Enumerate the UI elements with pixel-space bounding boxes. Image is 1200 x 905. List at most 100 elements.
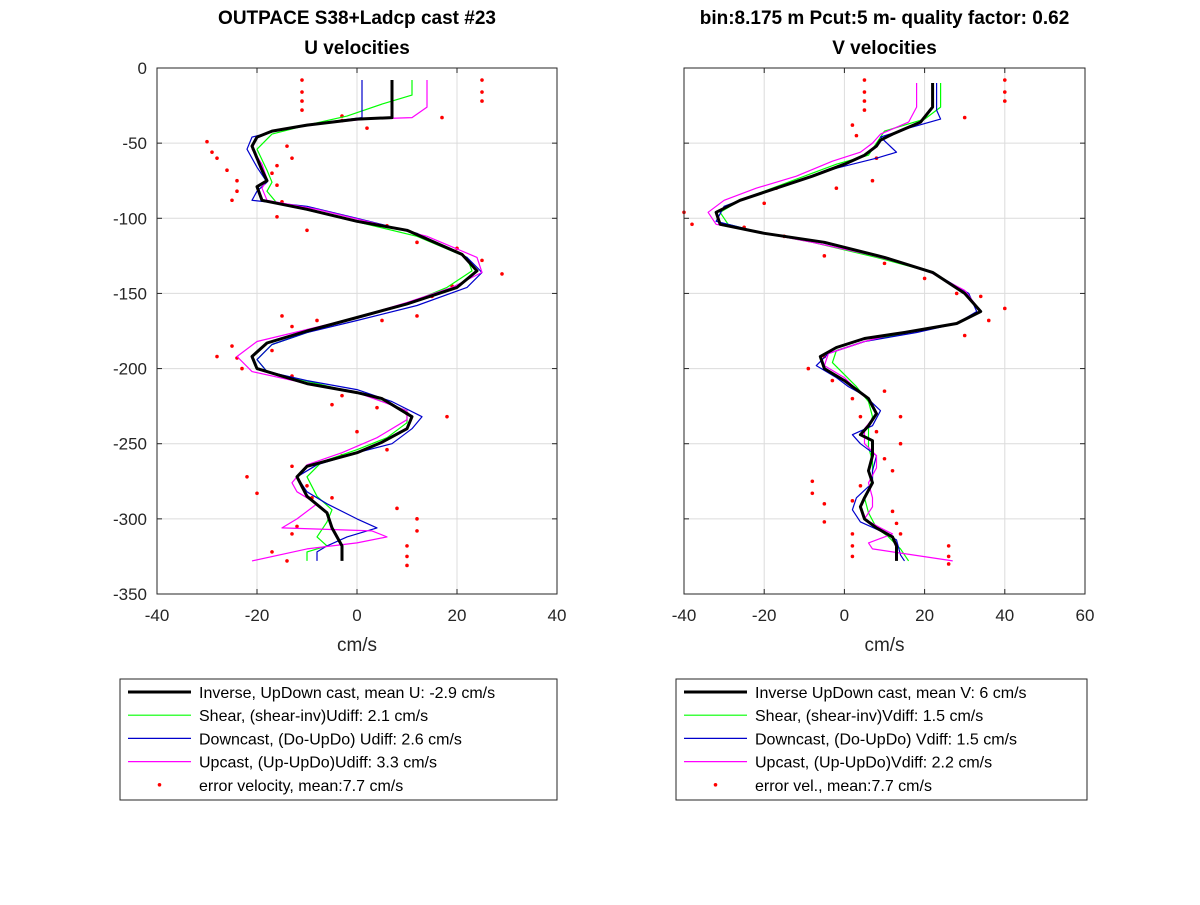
x-tick-label: -20 [245, 606, 270, 625]
error-velocity-point [762, 201, 766, 206]
error-velocity-point [1003, 99, 1007, 103]
error-velocity-point [690, 222, 694, 227]
chart-subtitle: V velocities [832, 38, 937, 59]
error-velocity-point [922, 276, 927, 281]
series-line-3 [707, 83, 982, 562]
error-velocity-point [245, 474, 249, 479]
v-velocity-legend: Inverse UpDown cast, mean V: 6 cm/s Shear… [675, 678, 1088, 801]
error-velocity-point [946, 544, 951, 548]
error-velocity-point [290, 156, 294, 160]
error-velocity-point [300, 78, 304, 82]
error-velocity-point [862, 78, 867, 82]
legend-marker-error-velocity [157, 783, 162, 787]
legend-label: Inverse, UpDown cast, mean U: -2.9 cm/s [199, 685, 495, 702]
x-axis-label: cm/s [864, 635, 904, 656]
error-velocity-point [305, 483, 309, 488]
error-velocity-point [415, 529, 419, 533]
x-tick-label: 20 [448, 606, 467, 625]
error-velocity-point [280, 314, 284, 318]
x-tick-label: 0 [352, 606, 361, 625]
y-tick-label: -250 [113, 435, 147, 454]
error-velocity-point [858, 414, 863, 419]
error-velocity-point [270, 348, 274, 353]
error-velocity-point [862, 108, 867, 112]
v-velocity-panel: bin:8.175 m Pcut:5 m- quality factor: 0.… [672, 8, 1095, 656]
x-tick-label: 20 [915, 606, 934, 625]
error-velocity-point [874, 429, 879, 434]
x-axis-label: cm/s [337, 635, 377, 656]
error-velocity-point [822, 254, 827, 258]
error-velocity-point [300, 108, 304, 112]
error-velocity-point [986, 318, 991, 323]
error-velocity-point [315, 318, 319, 323]
error-velocity-point [862, 99, 867, 103]
error-velocity-point [330, 402, 334, 407]
x-tick-label: 40 [548, 606, 567, 625]
error-velocity-point [810, 479, 815, 484]
error-velocity-point [285, 559, 289, 563]
y-tick-label: -50 [122, 134, 147, 153]
error-velocity-point [385, 447, 389, 452]
error-velocity-point [290, 532, 294, 536]
error-velocity-point [365, 126, 369, 130]
error-velocity-point [290, 464, 294, 469]
error-velocity-point [270, 550, 274, 554]
error-velocity-point [295, 524, 299, 529]
error-velocity-point [500, 272, 504, 276]
error-velocity-point [898, 532, 903, 536]
error-velocity-point [858, 483, 863, 488]
error-velocity-point [405, 554, 409, 559]
x-tick-label: -40 [145, 606, 170, 625]
x-tick-label: -20 [752, 606, 777, 625]
axes-box [683, 67, 1086, 595]
error-velocity-point [954, 291, 959, 296]
y-tick-label: -300 [113, 510, 147, 529]
error-velocity-point [210, 150, 214, 154]
error-velocity-point [480, 258, 484, 263]
legend-label: Downcast, (Do-UpDo) Vdiff: 1.5 cm/s [755, 731, 1017, 748]
error-velocity-point [275, 163, 279, 168]
error-velocity-point [480, 78, 484, 82]
legend-label: error vel., mean:7.7 cm/s [755, 778, 932, 795]
legend-label: error velocity, mean:7.7 cm/s [199, 778, 403, 795]
error-velocity-point [898, 414, 903, 419]
error-velocity-point [215, 354, 219, 359]
x-tick-label: 40 [995, 606, 1014, 625]
error-velocity-point [415, 517, 419, 521]
legend-label: Inverse UpDown cast, mean V: 6 cm/s [755, 685, 1027, 702]
error-velocity-point [270, 171, 274, 175]
error-velocity-point [355, 429, 359, 434]
error-velocity-point [480, 99, 484, 103]
error-velocity-point [850, 544, 855, 548]
error-velocity-point [1003, 306, 1007, 311]
error-velocity-point [415, 240, 419, 245]
error-velocity-point [854, 133, 859, 138]
error-velocity-point [290, 324, 294, 329]
error-velocity-point [230, 344, 234, 348]
error-velocity-point [405, 544, 409, 548]
error-velocity-point [305, 228, 309, 233]
y-tick-label: -200 [113, 360, 147, 379]
error-velocity-point [834, 186, 839, 191]
error-velocity-point [380, 318, 384, 323]
error-velocity-point [340, 393, 344, 398]
error-velocity-point [300, 99, 304, 103]
error-velocity-point [230, 198, 234, 203]
error-velocity-point [850, 554, 855, 559]
error-velocity-point [810, 491, 815, 496]
chart-title: OUTPACE S38+Ladcp cast #23 [218, 8, 496, 29]
error-velocity-point [898, 441, 903, 446]
u-velocity-legend: Inverse, UpDown cast, mean U: -2.9 cm/s S… [119, 678, 558, 801]
y-tick-label: -150 [113, 284, 147, 303]
error-velocity-point [850, 532, 855, 536]
error-velocity-point [415, 314, 419, 318]
error-velocity-point [882, 261, 887, 266]
error-velocity-point [375, 405, 379, 410]
legend-marker-error-velocity [713, 783, 718, 787]
error-velocity-point [405, 563, 409, 568]
series-line-2 [246, 80, 483, 561]
chart-subtitle: U velocities [304, 38, 410, 59]
error-velocity-point [215, 156, 219, 160]
legend-label: Downcast, (Do-UpDo) Udiff: 2.6 cm/s [199, 731, 462, 748]
legend-box [675, 678, 1088, 801]
